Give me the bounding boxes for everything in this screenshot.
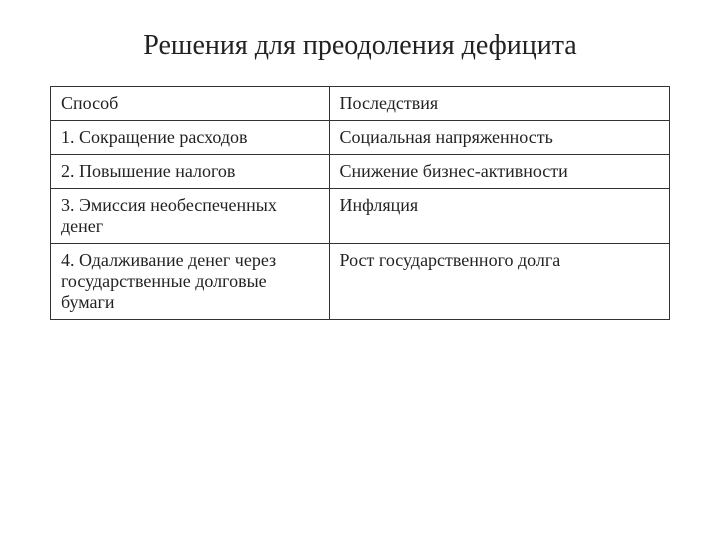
deficit-solutions-table: Способ Последствия 1. Сокращение расходо… — [50, 86, 670, 320]
cell-consequence: Рост государственного долга — [329, 244, 669, 320]
table-header-row: Способ Последствия — [51, 87, 670, 121]
column-header-method: Способ — [51, 87, 330, 121]
cell-consequence: Инфляция — [329, 189, 669, 244]
cell-consequence: Снижение бизнес-активности — [329, 155, 669, 189]
table-row: 2. Повышение налогов Снижение бизнес-акт… — [51, 155, 670, 189]
cell-method: 4. Одалживание денег через государственн… — [51, 244, 330, 320]
cell-method: 3. Эмиссия необеспеченных денег — [51, 189, 330, 244]
table-row: 4. Одалживание денег через государственн… — [51, 244, 670, 320]
cell-consequence: Социальная напряженность — [329, 121, 669, 155]
column-header-consequence: Последствия — [329, 87, 669, 121]
table-row: 3. Эмиссия необеспеченных денег Инфляция — [51, 189, 670, 244]
cell-method: 2. Повышение налогов — [51, 155, 330, 189]
table-row: 1. Сокращение расходов Социальная напряж… — [51, 121, 670, 155]
page-title: Решения для преодоления дефицита — [50, 30, 670, 62]
cell-method: 1. Сокращение расходов — [51, 121, 330, 155]
